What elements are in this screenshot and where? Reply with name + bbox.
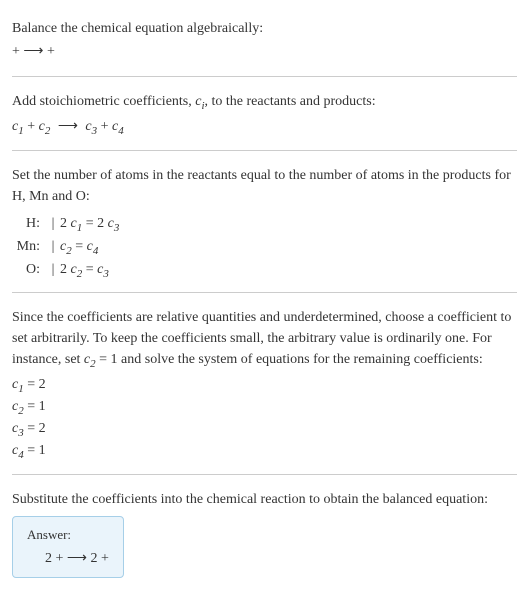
choose-section: Since the coefficients are relative quan… <box>12 293 517 474</box>
r2-val: = 1 <box>24 399 46 414</box>
stoich-line1a: Add stoichiometric coefficients, <box>12 94 195 109</box>
answer-label: Answer: <box>27 525 109 545</box>
final-intro: Substitute the coefficients into the che… <box>12 489 517 510</box>
h-equals: = <box>82 216 97 231</box>
atom-row-mn: Mn: | c2 = c4 <box>12 236 517 259</box>
intro-equation: + ⟶ + <box>12 41 517 62</box>
answer-box: Answer: 2 + ⟶ 2 + <box>12 516 124 579</box>
stoich-section: Add stoichiometric coefficients, ci, to … <box>12 77 517 151</box>
intro-section: Balance the chemical equation algebraica… <box>12 8 517 77</box>
o-label: O: <box>12 259 46 280</box>
mn-equals: = <box>72 239 87 254</box>
choose-t2: = 1 and solve the system of equations fo… <box>96 352 483 367</box>
o-lhs-coef: 2 <box>60 262 71 277</box>
coef-row-3: c3 = 2 <box>12 419 517 441</box>
mn-eq: c2 = c4 <box>60 236 98 259</box>
final-section: Substitute the coefficients into the che… <box>12 475 517 589</box>
c4-sub: 4 <box>118 125 124 137</box>
stoich-text: Add stoichiometric coefficients, ci, to … <box>12 91 517 114</box>
stoich-line1b: , to the reactants and products: <box>205 94 376 109</box>
h-rhs-coef: 2 <box>97 216 108 231</box>
o-equals: = <box>82 262 97 277</box>
choose-text: Since the coefficients are relative quan… <box>12 307 517 372</box>
o-sep: | <box>46 259 60 280</box>
mn-label: Mn: <box>12 236 46 257</box>
mn-sep: | <box>46 236 60 257</box>
answer-equation: 2 + ⟶ 2 + <box>27 548 109 569</box>
stoich-equation: c1 + c2 ⟶ c3 + c4 <box>12 116 517 139</box>
atoms-intro: Set the number of atoms in the reactants… <box>12 165 517 207</box>
atoms-section: Set the number of atoms in the reactants… <box>12 151 517 294</box>
mn-rhs-sub: 4 <box>93 245 99 257</box>
h-sep: | <box>46 213 60 234</box>
atoms-block: H: | 2 c1 = 2 c3 Mn: | c2 = c4 O: | 2 c2… <box>12 213 517 283</box>
coef-list: c1 = 2 c2 = 1 c3 = 2 c4 = 1 <box>12 375 517 464</box>
o-rhs-sub: 3 <box>103 268 109 280</box>
c2-sub: 2 <box>45 125 51 137</box>
h-lhs-coef: 2 <box>60 216 71 231</box>
o-eq: 2 c2 = c3 <box>60 259 109 282</box>
plus2: + <box>97 119 112 134</box>
plus1: + <box>24 119 39 134</box>
intro-line1: Balance the chemical equation algebraica… <box>12 18 517 39</box>
r4-val: = 1 <box>24 443 46 458</box>
r1-val: = 2 <box>24 377 46 392</box>
h-eq: 2 c1 = 2 c3 <box>60 213 119 236</box>
h-label: H: <box>12 213 46 234</box>
r3-val: = 2 <box>24 421 46 436</box>
coef-row-4: c4 = 1 <box>12 441 517 463</box>
atom-row-h: H: | 2 c1 = 2 c3 <box>12 213 517 236</box>
arrow: ⟶ <box>54 119 81 134</box>
atom-row-o: O: | 2 c2 = c3 <box>12 259 517 282</box>
coef-row-1: c1 = 2 <box>12 375 517 397</box>
coef-row-2: c2 = 1 <box>12 397 517 419</box>
h-rhs-sub: 3 <box>114 221 120 233</box>
